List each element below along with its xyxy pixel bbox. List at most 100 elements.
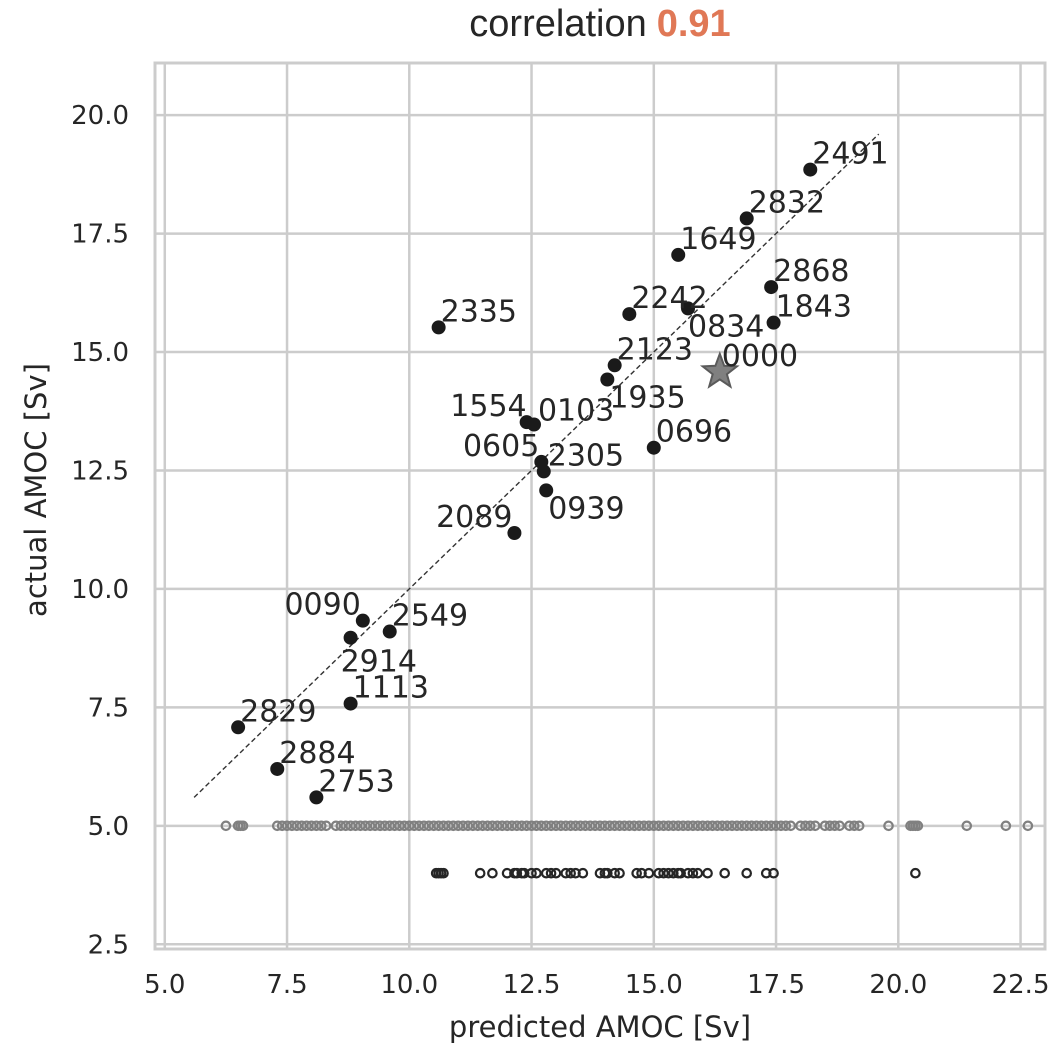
data-points [231, 162, 818, 805]
rug-marker [702, 820, 713, 832]
rug-marker [394, 820, 405, 832]
rug-marker [496, 820, 508, 832]
rug-marker [540, 820, 552, 832]
rug-marker [672, 820, 684, 832]
rug-marker [589, 820, 601, 832]
rug-marker [682, 867, 694, 879]
point-label: 2335 [441, 294, 517, 329]
y-tick-label: 5.0 [88, 812, 129, 842]
point-label: 0605 [463, 429, 539, 464]
rug-marker [474, 867, 486, 879]
rug-marker [653, 867, 664, 879]
rug-marker [330, 820, 342, 832]
rug-marker [379, 820, 391, 832]
rug-marker [350, 820, 361, 832]
rug-marker [638, 820, 650, 832]
rug-marker [775, 820, 787, 832]
rug-marker [658, 820, 669, 832]
rug-marker [780, 820, 792, 832]
rug-marker [800, 820, 811, 832]
rug-marker [301, 820, 312, 832]
rug-marker [291, 820, 303, 832]
rug-marker [912, 820, 924, 832]
rug-marker [565, 867, 576, 879]
rug-marker [687, 867, 699, 879]
rug-marker [770, 820, 782, 832]
rug-marker [785, 820, 797, 832]
data-point [507, 526, 522, 541]
rug-marker [555, 820, 567, 832]
rug-markers [220, 820, 1034, 879]
data-point [526, 417, 541, 432]
rug-marker [746, 820, 757, 832]
rug-marker [628, 820, 640, 832]
rug-marker [315, 820, 327, 832]
rug-marker [487, 820, 498, 832]
rug-marker [501, 820, 513, 832]
rug-marker [560, 867, 572, 879]
rug-marker [643, 867, 655, 879]
point-label: 2868 [773, 254, 849, 289]
rug-marker [795, 820, 806, 832]
rug-marker [413, 820, 425, 832]
rug-marker [345, 820, 356, 832]
rug-marker [609, 820, 620, 832]
rug-marker [721, 820, 733, 832]
point-label: 2753 [318, 764, 394, 799]
x-axis-label: predicted AMOC [Sv] [449, 1010, 751, 1044]
rug-marker [726, 820, 738, 832]
data-point [803, 162, 818, 177]
point-label: 2305 [548, 438, 624, 473]
data-point [382, 624, 397, 639]
rug-marker [663, 820, 674, 832]
rug-marker [443, 820, 454, 832]
rug-marker [692, 867, 704, 879]
rug-marker [682, 820, 694, 832]
rug-marker [526, 867, 537, 879]
rug-marker [604, 820, 616, 832]
rug-marker [487, 867, 498, 879]
y-tick-label: 12.5 [71, 456, 129, 486]
rug-marker [577, 867, 589, 879]
data-point [231, 720, 246, 735]
rug-marker [457, 820, 469, 832]
rug-marker [506, 820, 518, 832]
rug-marker [560, 820, 572, 832]
rug-marker [355, 820, 366, 832]
point-label: 1113 [353, 671, 429, 706]
rug-marker [516, 820, 528, 832]
rug-marker [707, 820, 718, 832]
chart-title: correlation 0.91 [469, 3, 730, 45]
correlation-value: 0.91 [657, 3, 731, 45]
rug-marker [320, 820, 332, 832]
data-point [600, 372, 615, 387]
rug-marker [389, 820, 400, 832]
data-point [646, 440, 661, 455]
rug-marker [526, 820, 537, 832]
rug-marker [570, 820, 581, 832]
rug-marker [648, 820, 660, 832]
point-label: 2491 [812, 137, 888, 172]
rug-marker [614, 867, 625, 879]
data-point [607, 358, 622, 373]
point-label: 1649 [680, 222, 756, 257]
rug-marker [848, 820, 860, 832]
rug-marker [472, 820, 484, 832]
point-label: 2914 [341, 645, 417, 680]
rug-marker [575, 820, 586, 832]
rug-marker [545, 820, 557, 832]
rug-marker [477, 820, 488, 832]
rug-marker [565, 820, 576, 832]
rug-marker [384, 820, 396, 832]
rug-marker [614, 820, 625, 832]
y-tick-label: 20.0 [71, 101, 129, 131]
x-tick-label: 22.5 [992, 970, 1050, 1000]
rug-marker [751, 820, 762, 832]
rug-marker [692, 820, 704, 832]
point-label: 0103 [538, 394, 614, 429]
point-label: 2832 [749, 185, 825, 220]
rug-marker [829, 820, 841, 832]
rug-marker [492, 820, 503, 832]
rug-marker [428, 820, 440, 832]
x-tick-label: 17.5 [747, 970, 805, 1000]
